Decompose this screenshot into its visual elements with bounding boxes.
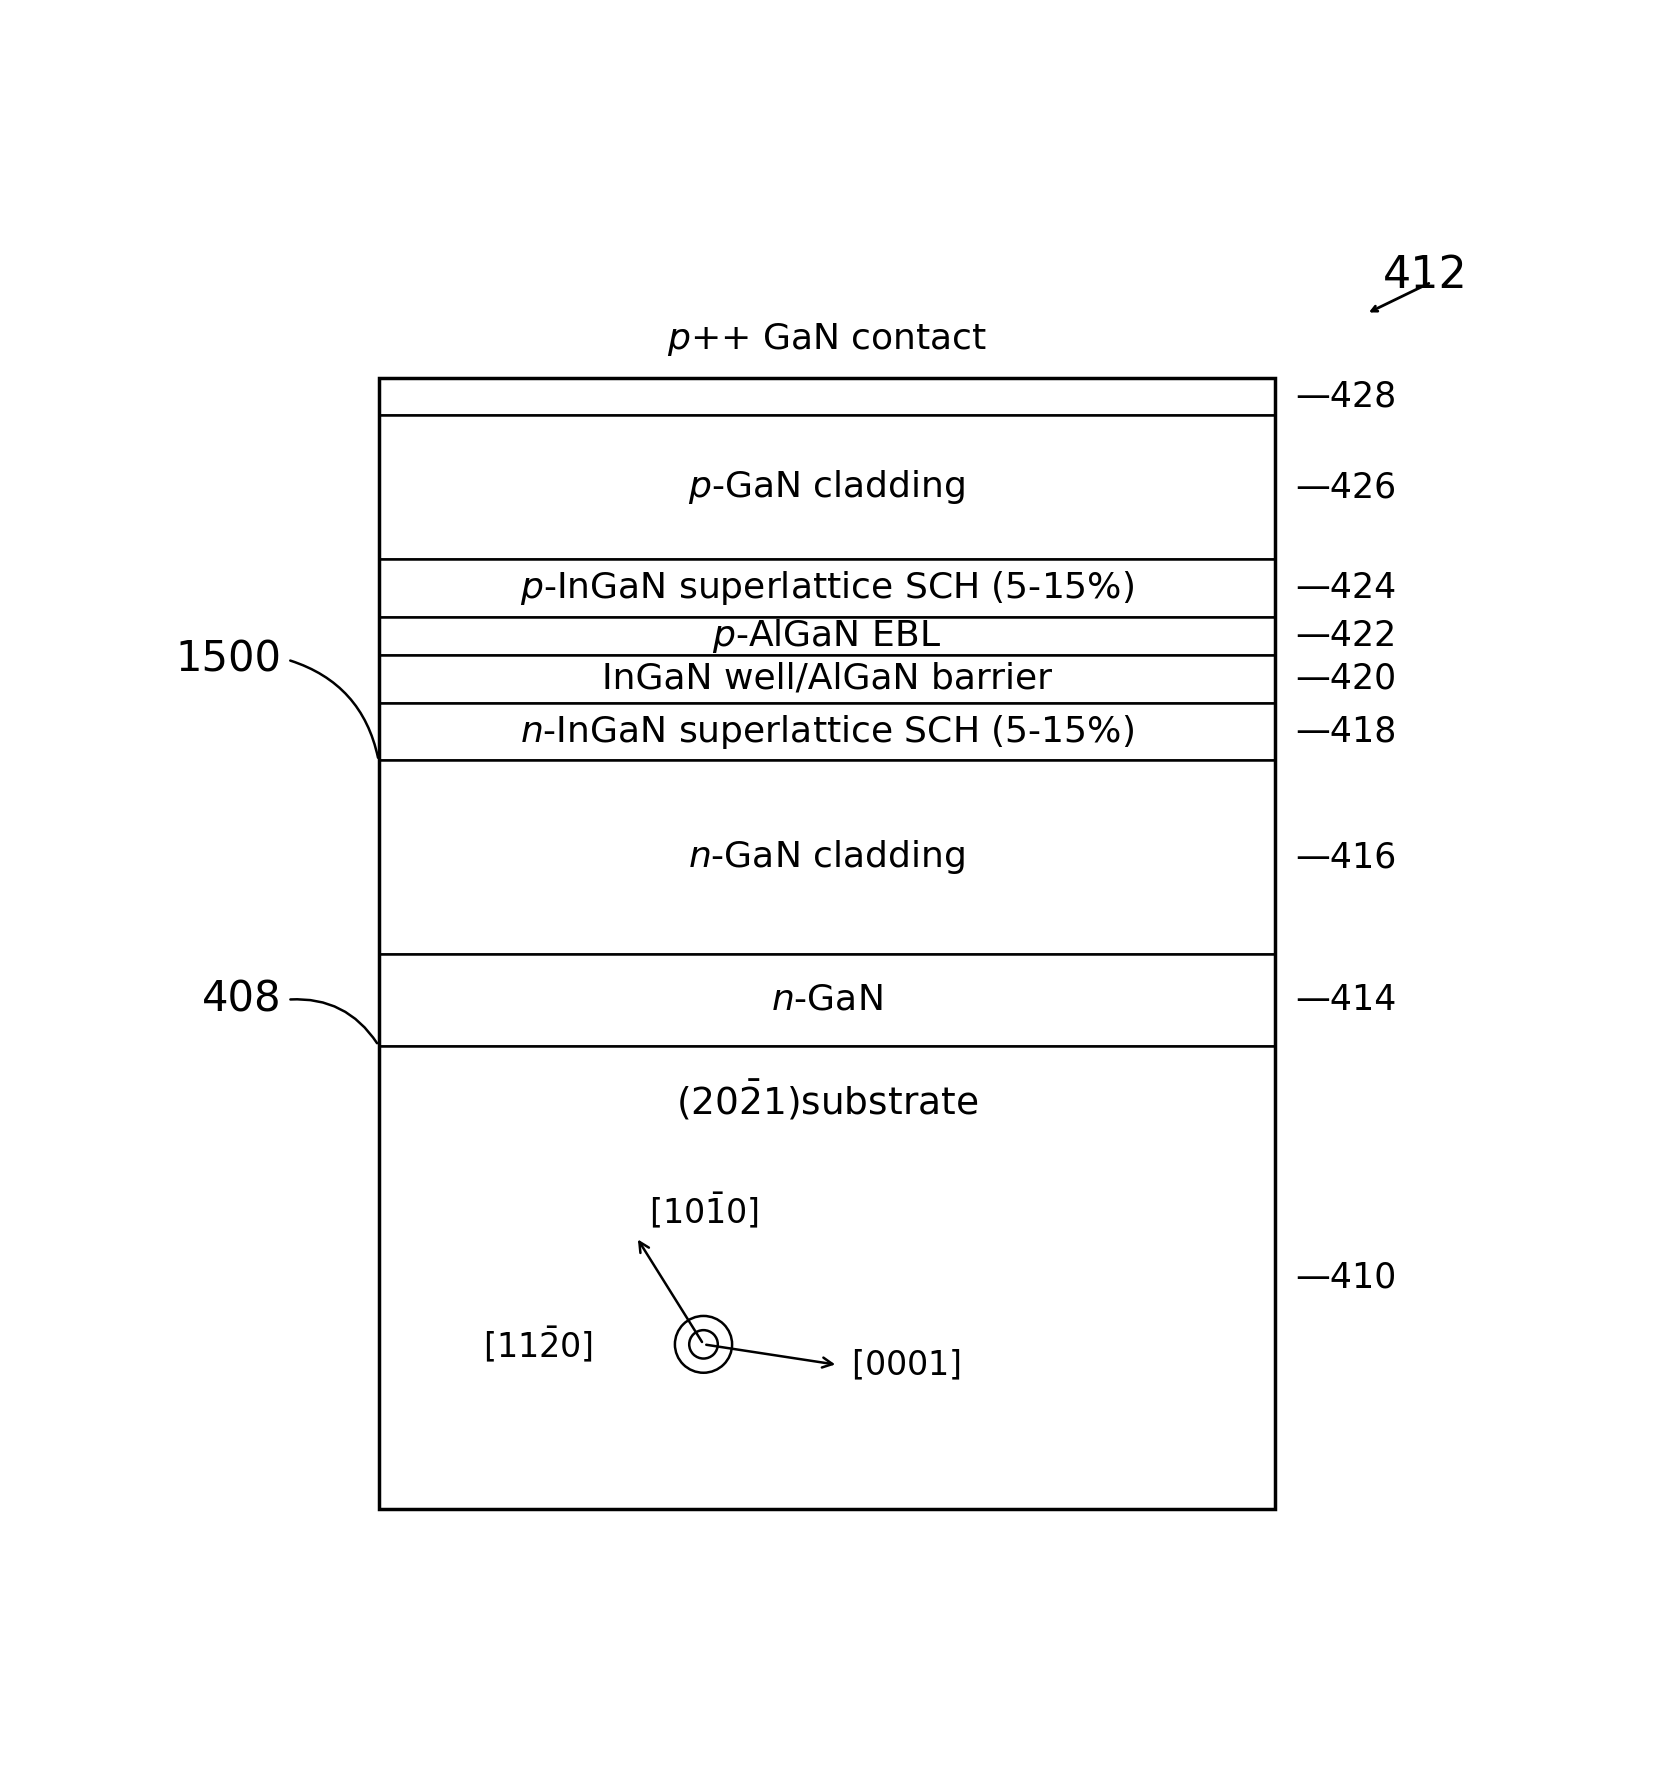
- Bar: [379, 760, 1275, 954]
- Bar: [379, 415, 1275, 559]
- Text: $p$++ GaN contact: $p$++ GaN contact: [667, 320, 988, 358]
- Bar: [379, 954, 1275, 1045]
- Text: —424: —424: [1295, 571, 1397, 605]
- Bar: [379, 703, 1275, 760]
- Text: —410: —410: [1295, 1260, 1397, 1294]
- Bar: [379, 616, 1275, 655]
- Text: $\it{p}$-AlGaN EBL: $\it{p}$-AlGaN EBL: [713, 616, 941, 655]
- Text: $[10\bar{1}0]$: $[10\bar{1}0]$: [649, 1191, 760, 1230]
- Text: $\it{n}$-GaN: $\it{n}$-GaN: [771, 983, 882, 1016]
- Text: $[0001]$: $[0001]$: [850, 1347, 961, 1381]
- Text: $\it{n}$-GaN cladding: $\it{n}$-GaN cladding: [689, 838, 966, 876]
- Text: 408: 408: [201, 979, 282, 1020]
- Text: InGaN well/AlGaN barrier: InGaN well/AlGaN barrier: [602, 662, 1051, 696]
- Text: $\it{n}$-InGaN superlattice SCH (5-15%): $\it{n}$-InGaN superlattice SCH (5-15%): [520, 712, 1134, 751]
- Bar: [379, 1045, 1275, 1509]
- Bar: [379, 559, 1275, 616]
- Text: $(20\bar{2}1)$substrate: $(20\bar{2}1)$substrate: [676, 1079, 978, 1123]
- Text: —414: —414: [1295, 983, 1397, 1016]
- Bar: [379, 655, 1275, 703]
- Text: —422: —422: [1295, 619, 1397, 653]
- Text: 412: 412: [1382, 255, 1467, 297]
- Text: 1500: 1500: [174, 639, 282, 680]
- Bar: [379, 377, 1275, 1509]
- Text: —426: —426: [1295, 470, 1397, 504]
- Text: $\it{p}$-GaN cladding: $\it{p}$-GaN cladding: [688, 468, 966, 506]
- Text: —428: —428: [1295, 379, 1397, 413]
- Text: $\it{p}$-InGaN superlattice SCH (5-15%): $\it{p}$-InGaN superlattice SCH (5-15%): [520, 570, 1134, 607]
- Text: —416: —416: [1295, 840, 1397, 874]
- Text: —418: —418: [1295, 716, 1397, 749]
- Text: $[11\bar{2}0]$: $[11\bar{2}0]$: [483, 1324, 594, 1363]
- Text: —420: —420: [1295, 662, 1395, 696]
- Bar: [379, 377, 1275, 415]
